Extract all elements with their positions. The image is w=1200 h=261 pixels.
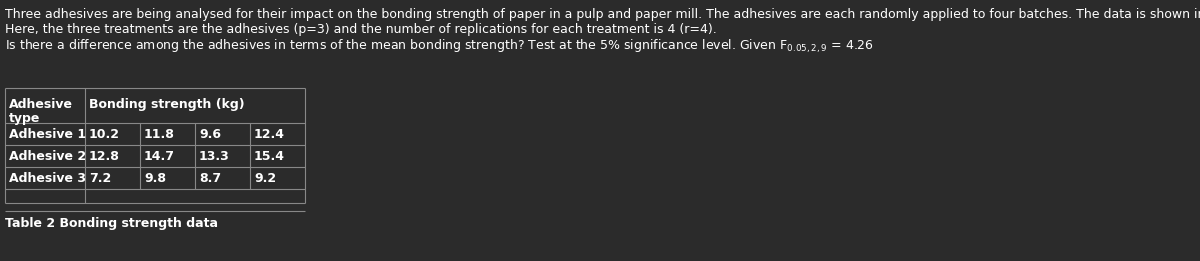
Text: 9.8: 9.8 bbox=[144, 171, 166, 185]
Text: Adhesive 2: Adhesive 2 bbox=[10, 150, 86, 163]
Text: 7.2: 7.2 bbox=[89, 171, 112, 185]
Text: 13.3: 13.3 bbox=[199, 150, 229, 163]
Text: Is there a difference among the adhesives in terms of the mean bonding strength?: Is there a difference among the adhesive… bbox=[5, 38, 874, 55]
Text: Three adhesives are being analysed for their impact on the bonding strength of p: Three adhesives are being analysed for t… bbox=[5, 8, 1200, 21]
Text: 12.8: 12.8 bbox=[89, 150, 120, 163]
Text: type: type bbox=[10, 112, 41, 125]
Text: 15.4: 15.4 bbox=[254, 150, 286, 163]
Text: 11.8: 11.8 bbox=[144, 128, 175, 140]
Text: Adhesive 3: Adhesive 3 bbox=[10, 171, 86, 185]
Text: Bonding strength (kg): Bonding strength (kg) bbox=[89, 98, 245, 111]
Text: 9.2: 9.2 bbox=[254, 171, 276, 185]
Text: 9.6: 9.6 bbox=[199, 128, 221, 140]
Text: Adhesive: Adhesive bbox=[10, 98, 73, 111]
Text: 8.7: 8.7 bbox=[199, 171, 221, 185]
Text: Adhesive 1: Adhesive 1 bbox=[10, 128, 86, 140]
Text: 10.2: 10.2 bbox=[89, 128, 120, 140]
Text: Here, the three treatments are the adhesives (p=3) and the number of replication: Here, the three treatments are the adhes… bbox=[5, 23, 716, 36]
Text: 14.7: 14.7 bbox=[144, 150, 175, 163]
Text: Table 2 Bonding strength data: Table 2 Bonding strength data bbox=[5, 217, 218, 230]
Text: 12.4: 12.4 bbox=[254, 128, 286, 140]
